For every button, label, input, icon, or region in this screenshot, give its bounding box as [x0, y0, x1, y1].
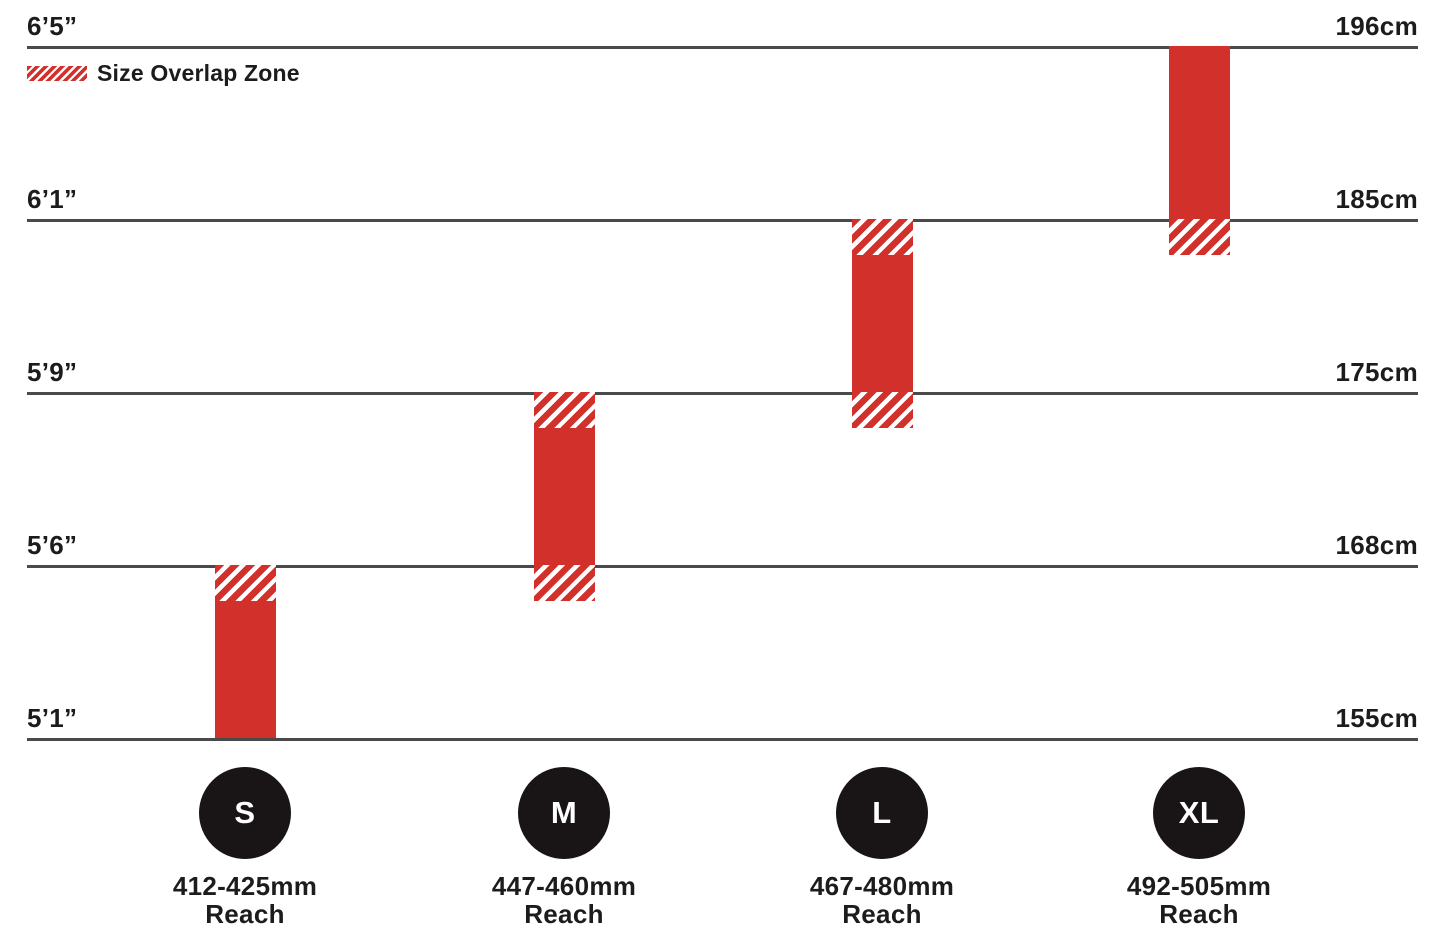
height-gridline — [27, 392, 1418, 395]
size-badge-label: M — [550, 795, 578, 830]
size-xl-bar-segment-solid — [1168, 46, 1230, 219]
size-badge-m: M — [518, 767, 610, 859]
overlap-hatch-swatch-icon — [27, 66, 87, 81]
size-xl-bar-segment-hatch — [1168, 219, 1230, 255]
size-badge-s: S — [199, 767, 291, 859]
reach-word-label: Reach — [524, 899, 604, 929]
imperial-height-label: 6’1” — [27, 184, 78, 214]
reach-range-label: 447-460mm — [491, 871, 637, 901]
height-gridline — [27, 46, 1418, 49]
reach-label-block: 447-460mm Reach — [424, 872, 704, 928]
metric-height-label: 185cm — [1335, 184, 1418, 214]
metric-height-label: 175cm — [1335, 357, 1418, 387]
size-badge-l: L — [836, 767, 928, 859]
height-gridline — [27, 565, 1418, 568]
size-l-bar-segment-hatch — [851, 392, 913, 428]
metric-height-label: 168cm — [1335, 530, 1418, 560]
metric-height-label: 155cm — [1335, 703, 1418, 733]
reach-word-label: Reach — [842, 899, 922, 929]
imperial-height-label: 5’6” — [27, 530, 78, 560]
metric-height-label: 196cm — [1335, 11, 1418, 41]
imperial-height-label: 5’9” — [27, 357, 78, 387]
reach-range-label: 412-425mm — [172, 871, 318, 901]
size-m-bar-segment-solid — [533, 428, 595, 565]
imperial-height-label: 6’5” — [27, 11, 78, 41]
size-l-bar-segment-hatch — [851, 219, 913, 255]
size-badge-label: S — [234, 795, 256, 830]
size-s-bar-segment-solid — [214, 601, 276, 738]
reach-word-label: Reach — [1159, 899, 1239, 929]
reach-label-block: 467-480mm Reach — [742, 872, 1022, 928]
reach-label-block: 492-505mm Reach — [1059, 872, 1339, 928]
size-m-bar-segment-hatch — [533, 392, 595, 428]
size-l-bar-segment-solid — [851, 255, 913, 392]
size-badge-label: L — [872, 795, 892, 830]
legend: Size Overlap Zone — [27, 62, 300, 85]
size-badge-label: XL — [1178, 795, 1220, 830]
reach-range-label: 492-505mm — [1126, 871, 1272, 901]
height-gridline — [27, 219, 1418, 222]
legend-label: Size Overlap Zone — [97, 60, 300, 86]
size-m-bar-segment-hatch — [533, 565, 595, 601]
reach-label-block: 412-425mm Reach — [105, 872, 385, 928]
reach-range-label: 467-480mm — [809, 871, 955, 901]
size-badge-xl: XL — [1153, 767, 1245, 859]
height-gridline — [27, 738, 1418, 741]
size-s-bar-segment-hatch — [214, 565, 276, 601]
imperial-height-label: 5’1” — [27, 703, 78, 733]
reach-word-label: Reach — [205, 899, 285, 929]
